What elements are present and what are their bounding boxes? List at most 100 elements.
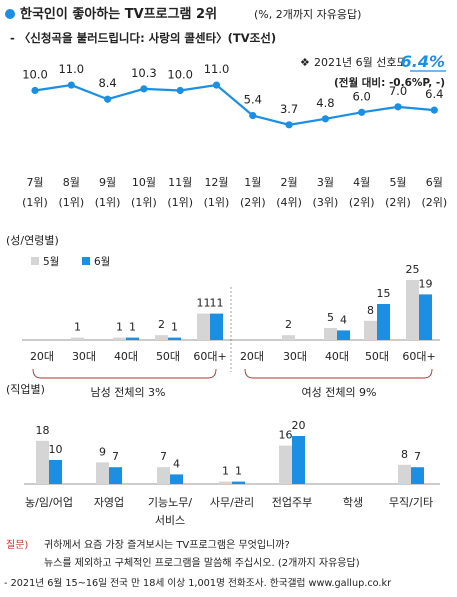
female-group-bracket [244,368,433,379]
month-tick-label: 7월 [26,176,43,189]
category-tick-label: 30대 [283,350,307,363]
rank-tick-label: (1위) [167,196,193,209]
bar-label-may: 8 [401,448,408,461]
rank-tick-label: (2위) [349,196,375,209]
trend-value-label: 8.4 [98,76,116,90]
chart-title-note: (%, 2개까지 자유응답) [254,8,361,21]
bar-label-june: 15 [377,287,391,300]
trend-point [358,108,366,116]
month-tick-label: 12월 [204,176,228,189]
occupation-section-label: (직업별) [6,383,45,396]
category-tick-label: 20대 [30,350,54,363]
bar-label-june: 19 [419,277,433,290]
category-tick-label: 50대 [365,350,389,363]
month-tick-label: 1월 [244,176,261,189]
category-tick-label: 사무/관리 [210,496,254,509]
category-tick-label: 농/임/어업 [25,496,73,509]
trend-value-label: 10.3 [131,66,157,80]
bar-may [157,467,170,484]
source-note: - 2021년 6월 15~16일 전국 만 18세 이상 1,001명 전화조… [4,577,391,589]
change-note: (전월 대비: -0.6%P, -) [334,76,445,89]
legend-label-may: 5월 [43,256,59,268]
bar-may [197,313,210,340]
title-bullet-icon [5,9,15,19]
rank-tick-label: (1위) [22,196,48,209]
legend-swatch-june [82,257,90,265]
footer: 질문) 귀하께서 요즘 가장 즐겨보시는 TV프로그램은 무엇입니까? 뉴스를 … [4,538,391,589]
month-tick-label: 9월 [99,176,116,189]
bar-label-june: 4 [340,313,347,326]
bar-label-may: 1 [222,465,229,478]
bar-june [126,337,139,340]
rank-tick-label: (1위) [58,196,84,209]
diamond-icon: ❖ [300,56,310,69]
chart-title: 한국인이 좋아하는 TV프로그램 2위 [20,6,217,22]
bar-may [36,440,49,484]
month-tick-label: 3월 [317,176,334,189]
rank-tick-label: (1위) [95,196,121,209]
bar-june [419,294,432,340]
trend-line [34,83,435,126]
bar-label-june: 7 [112,450,119,463]
category-tick-label: 50대 [156,350,180,363]
rank-tick-label: (2위) [240,196,266,209]
bar-label-june: 20 [292,419,306,432]
bar-june [170,474,183,484]
trend-value-label: 7.0 [389,84,407,98]
trend-point [321,115,329,123]
question-line-2: 뉴스를 제외하고 구체적인 프로그램을 말씀해 주십시오. (2개까지 자유응답… [44,556,360,569]
category-tick-label: 무직/기타 [389,496,433,509]
rank-tick-label: (4위) [276,196,302,209]
category-tick-label: 학생 [343,496,363,509]
bar-label-may: 1 [74,321,81,334]
trend-value-label: 4.8 [316,96,334,110]
bar-june [337,330,350,340]
bar-june [210,313,223,340]
bar-may [96,462,109,484]
trend-point [394,103,402,111]
month-tick-label: 2월 [281,176,298,189]
legend-swatch-may [31,257,39,265]
trend-point [31,86,39,95]
header: 한국인이 좋아하는 TV프로그램 2위 (%, 2개까지 자유응답) - 〈신청… [5,6,446,89]
category-tick-label: 20대 [240,350,264,363]
category-tick-label: 전업주부 [272,496,312,509]
category-tick-label: 40대 [114,350,138,363]
bar-june [49,460,62,484]
female-group-label: 여성 전체의 9% [301,386,376,399]
bar-may [406,280,419,340]
bar-label-june: 10 [49,443,63,456]
category-tick-label: 60대+ [402,350,435,363]
bar-label-june: 7 [414,450,421,463]
chart-subtitle: - 〈신청곡을 불러드립니다: 사랑의 콜센타〉(TV조선) [10,31,276,45]
trend-value-label: 5.4 [244,93,262,107]
bar-label-may: 8 [367,304,374,317]
legend-label-june: 6월 [94,256,110,268]
bar-label-june: 1 [171,321,178,334]
rank-tick-label: (1위) [131,196,157,209]
bar-may [113,337,126,340]
trend-point [212,81,221,89]
trend-value-label: 6.4 [425,87,443,101]
bar-label-june: 11 [210,297,224,310]
month-tick-label: 8월 [63,176,80,189]
month-tick-label: 5월 [389,176,406,189]
bar-may [398,464,411,484]
bar-june [109,467,122,484]
bar-label-may: 25 [406,263,420,276]
category-tick-label: 40대 [325,350,349,363]
bar-may [219,481,232,484]
category-tick-label: 기능노무/ [148,496,192,509]
bar-label-may: 1 [116,321,123,334]
month-tick-label: 6월 [426,176,443,189]
monthly-trend-line-chart: 10.0 7월 (1위) 11.0 8월 (1위) 8.4 9월 (1위) 10.3 10월 (1위)… [22,62,447,209]
trend-point [140,85,148,93]
bar-label-may: 2 [158,318,165,331]
bar-label-may: 18 [36,424,50,437]
month-tick-label: 10월 [132,176,156,189]
bar-june [292,436,305,484]
bar-may [324,328,337,340]
bar-june [232,481,245,484]
